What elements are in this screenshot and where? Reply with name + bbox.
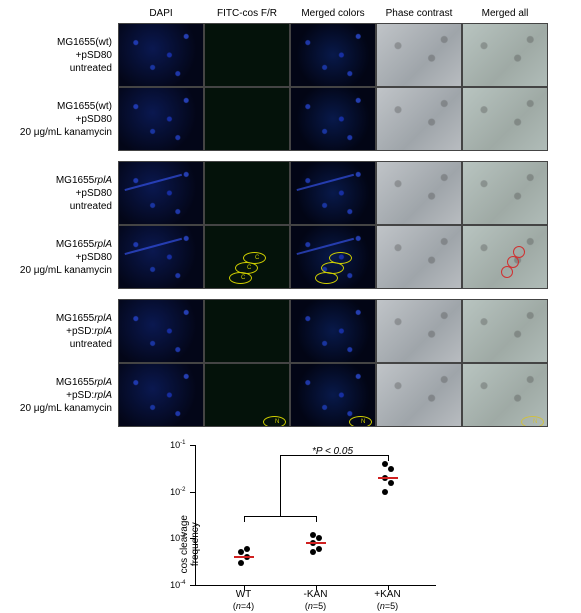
data-point — [238, 549, 244, 555]
merged-all-image — [462, 299, 548, 363]
microscopy-grid: DAPI FITC-cos F/R Merged colors Phase co… — [8, 8, 573, 427]
col-header-dapi: DAPI — [118, 8, 204, 23]
x-tick — [244, 585, 245, 590]
y-axis-label: cos cleavagefrequency — [179, 515, 201, 573]
dapi-image — [118, 23, 204, 87]
sig-bracket — [388, 455, 389, 461]
merged-all-image — [462, 161, 548, 225]
fitc-mark — [315, 272, 338, 284]
sig-bracket — [280, 455, 281, 516]
fitc-mark — [329, 252, 352, 264]
y-tick-label: 10-3 — [170, 533, 185, 543]
data-point — [382, 489, 388, 495]
y-tick-label: 10-4 — [170, 580, 185, 590]
phase-image — [376, 225, 462, 289]
dapi-image — [118, 225, 204, 289]
merged-colors-image — [290, 23, 376, 87]
fitc-image — [204, 161, 290, 225]
x-tick-label: WT(n=4) — [233, 589, 254, 613]
fitc-mark: N — [263, 416, 286, 427]
merged-colors-image — [290, 161, 376, 225]
data-point — [382, 461, 388, 467]
col-header-fitc: FITC-cos F/R — [204, 8, 290, 23]
merged-all-image — [462, 23, 548, 87]
fitc-image — [204, 87, 290, 151]
x-tick-label: +KAN(n=5) — [374, 589, 400, 613]
phase-image — [376, 87, 462, 151]
x-tick — [388, 585, 389, 590]
phase-image — [376, 23, 462, 87]
merged-all-image — [462, 87, 548, 151]
fitc-image: N — [204, 363, 290, 427]
dapi-image — [118, 87, 204, 151]
col-header-merged-all: Merged all — [462, 8, 548, 23]
fitc-mark: C — [229, 272, 252, 284]
x-tick — [316, 585, 317, 590]
fitc-image — [204, 299, 290, 363]
row-label: MG1655rplA+pSD80untreated — [8, 174, 118, 213]
y-tick — [190, 492, 196, 493]
merged-all-image — [462, 225, 548, 289]
data-point — [388, 480, 394, 486]
row-label: MG1655(wt)+pSD8020 μg/mL kanamycin — [8, 100, 118, 139]
fitc-image — [204, 23, 290, 87]
merged-colors-image — [290, 299, 376, 363]
merged-colors-image — [290, 225, 376, 289]
fitc-image: CCC — [204, 225, 290, 289]
data-point — [388, 466, 394, 472]
phase-image — [376, 161, 462, 225]
red-ring — [501, 266, 513, 278]
y-tick — [190, 585, 196, 586]
cos-cleavage-chart: cos cleavagefrequency 10-110-210-310-4WT… — [195, 445, 436, 586]
sig-bracket — [244, 516, 245, 522]
row-label: MG1655(wt)+pSD80untreated — [8, 36, 118, 75]
data-point — [310, 549, 316, 555]
y-tick — [190, 538, 196, 539]
fitc-mark: N — [521, 416, 544, 427]
dapi-image — [118, 161, 204, 225]
data-point — [316, 546, 322, 552]
merged-colors-image: N — [290, 363, 376, 427]
figure-panel: DAPI FITC-cos F/R Merged colors Phase co… — [8, 8, 573, 586]
row-label: MG1655rplA+pSD8020 μg/mL kanamycin — [8, 238, 118, 277]
median-bar — [378, 477, 398, 479]
y-tick-label: 10-2 — [170, 487, 185, 497]
phase-image — [376, 363, 462, 427]
merged-colors-image — [290, 87, 376, 151]
phase-image — [376, 299, 462, 363]
data-point — [310, 532, 316, 538]
sig-bracket — [280, 455, 388, 456]
row-label: MG1655rplA+pSD:rplAuntreated — [8, 312, 118, 351]
merged-all-image: N — [462, 363, 548, 427]
median-bar — [306, 542, 326, 544]
sig-bracket — [244, 516, 316, 517]
x-tick-label: -KAN(n=5) — [304, 589, 328, 613]
data-point — [316, 535, 322, 541]
col-header-merged-colors: Merged colors — [290, 8, 376, 23]
dapi-image — [118, 363, 204, 427]
y-tick — [190, 445, 196, 446]
fitc-mark: N — [349, 416, 372, 427]
dapi-image — [118, 299, 204, 363]
data-point — [238, 560, 244, 566]
row-label: MG1655rplA+pSD:rplA20 μg/mL kanamycin — [8, 376, 118, 415]
y-tick-label: 10-1 — [170, 440, 185, 450]
data-point — [244, 546, 250, 552]
col-header-phase: Phase contrast — [376, 8, 462, 23]
chart-wrap: *P < 0.05 cos cleavagefrequency 10-110-2… — [141, 445, 441, 586]
sig-bracket — [316, 516, 317, 522]
